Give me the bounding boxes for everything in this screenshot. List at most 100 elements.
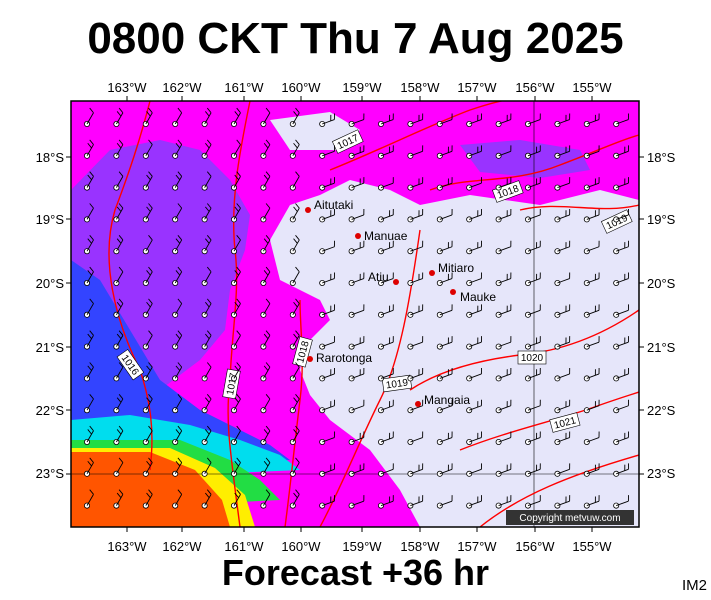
wind-barb [113,489,124,509]
wind-barb [377,304,394,318]
wind-barb [142,266,153,286]
wind-barb [495,431,512,445]
wind-barb [84,139,94,159]
wind-barb [319,177,335,191]
wind-barb [260,330,271,350]
wind-barb [319,208,335,223]
wind-barb [289,489,300,509]
wind-barb [377,431,394,445]
lon-label: 163°W [107,539,147,554]
wind-barb [172,298,183,318]
lat-label: 18°S [36,150,65,165]
wind-barb [495,304,512,318]
wind-barb [113,394,124,414]
wind-barb [289,362,300,382]
lon-label: 155°W [572,539,612,554]
wind-barb [583,495,600,509]
wind-barb [348,240,365,255]
wind-barb [113,235,124,255]
wind-barb [495,240,512,255]
lat-labels-left: 18°S 19°S 20°S 21°S 22°S 23°S [36,150,65,481]
wind-barb [172,139,183,159]
wind-barb [407,177,424,191]
wind-barb [289,107,300,128]
wind-barb [201,425,212,445]
lon-label: 156°W [515,80,555,95]
wind-barb [230,489,241,509]
wind-barb [172,489,183,509]
wind-barb [407,304,424,318]
wind-barb [289,235,300,255]
wind-barb [554,177,571,191]
lon-label: 159°W [342,80,382,95]
wind-barb [554,431,571,445]
lon-labels-top: 163°W 162°W 161°W 160°W 159°W 158°W 157°… [107,80,612,95]
wind-barb [377,367,394,382]
lat-label: 22°S [36,403,65,418]
wind-barb [172,266,183,286]
wind-barb [260,171,271,191]
lon-label: 160°W [281,539,321,554]
wind-barb [319,495,335,509]
wind-barb [525,113,541,128]
wind-barb [84,330,94,350]
wind-barb [466,431,482,445]
wind-barb [113,171,124,191]
wind-barb [84,362,94,382]
wind-barb [377,240,394,255]
place-dot [305,207,311,213]
wind-barb [113,362,124,382]
wind-barb [142,330,153,350]
wind-barb [583,463,600,477]
lat-label: 20°S [36,276,65,291]
isobar-labels: 1016 1017 1017 1018 1018 1019 [116,129,633,433]
wind-barb [289,457,300,477]
lon-label: 158°W [400,539,440,554]
wind-barb [260,203,271,223]
lat-label: 21°S [647,340,676,355]
place-dot [307,356,313,362]
wind-barb [84,425,94,445]
wind-barb [495,208,512,223]
wind-barb [142,298,153,318]
wind-barb [554,113,571,128]
wind-barb [407,367,424,382]
wind-barb [319,399,335,414]
rain-band-orange [71,452,230,527]
wind-barb [613,272,629,286]
wind-barb [348,431,365,445]
wind-barb [436,495,453,509]
wind-barb [377,145,394,159]
wind-barb [495,272,512,286]
wind-barb [436,463,453,477]
wind-barb [377,272,394,286]
wind-barb [436,304,453,318]
wind-barb [583,336,600,350]
wind-barb [554,367,571,382]
wind-barb [260,298,271,318]
wind-barb [172,394,183,414]
wind-barb [113,203,124,223]
wind-barb [436,145,453,159]
wind-barb [230,171,241,191]
wind-barb [495,336,512,350]
wind-barb [525,145,541,159]
wind-barb [142,107,153,128]
wind-barb [142,139,153,159]
wind-barb [466,463,482,477]
wind-barb [319,240,335,255]
wind-barb [84,489,94,509]
wind-barb [495,145,512,159]
wind-barb [113,425,124,445]
wind-barb [525,336,541,350]
wind-barb [319,463,335,477]
wind-barb [260,394,271,414]
wind-barb [142,425,153,445]
lon-label: 159°W [342,539,382,554]
wind-barb [260,457,271,477]
wind-barb [525,463,541,477]
isobar-label-text: 1019 [385,377,409,391]
wind-barb [260,362,271,382]
wind-barb [377,336,394,350]
